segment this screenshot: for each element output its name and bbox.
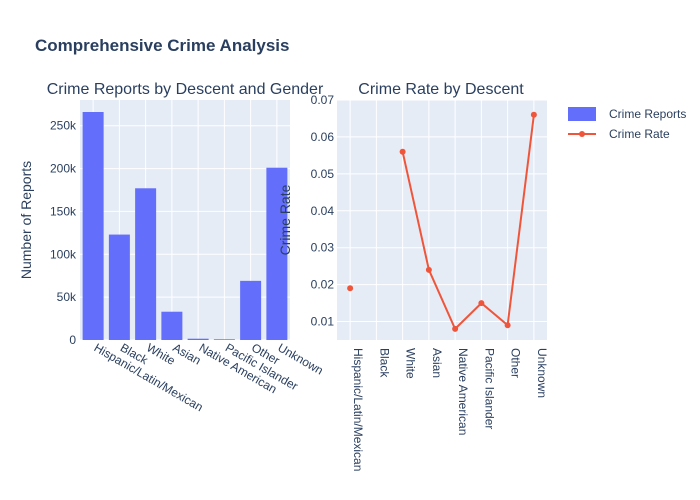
line-point-hispanic-latin-mexican[interactable] <box>347 285 354 292</box>
line-y-tick-label: 0.04 <box>311 204 335 218</box>
legend-marker-crime-rate <box>579 131 585 137</box>
bar-x-tick-label: White <box>144 340 178 368</box>
line-chart-title: Crime Rate by Descent <box>358 81 524 98</box>
bar-y-tick-label: 200k <box>50 162 77 176</box>
bar-hispanic-latin-mexican[interactable] <box>82 112 104 340</box>
bar-y-tick-label: 100k <box>50 247 77 261</box>
bar-y-tick-label: 50k <box>57 290 77 304</box>
line-x-tick-label: Hispanic/Latin/Mexican <box>351 348 365 471</box>
line-point-white[interactable] <box>399 148 406 155</box>
line-y-tick-label: 0.03 <box>311 241 335 255</box>
line-chart: Crime Rate by Descent 0.010.020.030.040.… <box>277 81 549 471</box>
line-x-tick-label: Unknown <box>535 348 549 398</box>
line-y-tick-label: 0.02 <box>311 278 335 292</box>
line-point-pacific-islander[interactable] <box>478 300 485 307</box>
line-x-tick-label: White <box>404 348 418 379</box>
bar-unknown[interactable] <box>266 167 288 340</box>
bar-pacific-islander[interactable] <box>213 339 235 340</box>
legend-label-crime-reports: Crime Reports <box>609 107 686 121</box>
line-y-axis-title: Crime Rate <box>277 184 293 255</box>
line-y-tick-label: 0.07 <box>311 93 335 107</box>
bar-series <box>82 112 288 340</box>
line-x-ticks: Hispanic/Latin/Mexican Black White Asian Nat… <box>351 348 549 471</box>
bar-chart-title: Crime Reports by Descent and Gender <box>47 81 324 98</box>
crime-rate-line <box>401 114 535 331</box>
bar-white[interactable] <box>135 188 157 340</box>
line-point-asian[interactable] <box>425 266 432 273</box>
line-x-tick-label: Other <box>509 348 523 378</box>
figure-title: Comprehensive Crime Analysis <box>35 36 289 55</box>
line-point-native-american[interactable] <box>452 325 459 332</box>
line-y-tick-label: 0.06 <box>311 130 335 144</box>
legend-item-crime-reports[interactable]: Crime Reports <box>568 107 686 121</box>
line-point-unknown[interactable] <box>530 111 537 118</box>
bar-y-tick-label: 250k <box>50 119 77 133</box>
legend-item-crime-rate[interactable]: Crime Rate <box>568 127 670 141</box>
bar-y-axis-title: Number of Reports <box>18 161 34 279</box>
line-x-tick-label: Black <box>377 348 391 378</box>
legend-swatch-crime-reports <box>568 107 596 121</box>
bar-native-american[interactable] <box>187 338 209 340</box>
line-y-tick-label: 0.05 <box>311 167 335 181</box>
bar-asian[interactable] <box>161 311 183 340</box>
line-point-other[interactable] <box>504 322 511 329</box>
legend-label-crime-rate: Crime Rate <box>609 127 670 141</box>
bar-y-tick-label: 150k <box>50 204 77 218</box>
bar-x-tick-label: Asian <box>170 340 203 367</box>
bar-y-tick-label: 0 <box>69 333 76 347</box>
legend[interactable]: Crime Reports Crime Rate <box>568 107 686 141</box>
bar-other[interactable] <box>240 280 262 340</box>
line-gridlines <box>337 99 547 340</box>
line-x-tick-label: Pacific Islander <box>482 348 496 429</box>
line-x-tick-label: Asian <box>430 348 444 378</box>
line-plot-area <box>337 100 547 340</box>
line-series <box>347 111 537 332</box>
bar-y-ticks: 0 50k 100k 150k 200k 250k <box>50 119 77 347</box>
line-y-tick-label: 0.01 <box>311 315 335 329</box>
bar-x-ticks: Hispanic/Latin/MexicanBlackWhiteAsianNat… <box>92 340 326 414</box>
line-x-tick-label: Native American <box>456 348 470 435</box>
bar-black[interactable] <box>108 234 130 340</box>
line-y-ticks: 0.01 0.02 0.03 0.04 0.05 0.06 0.07 <box>311 93 335 329</box>
